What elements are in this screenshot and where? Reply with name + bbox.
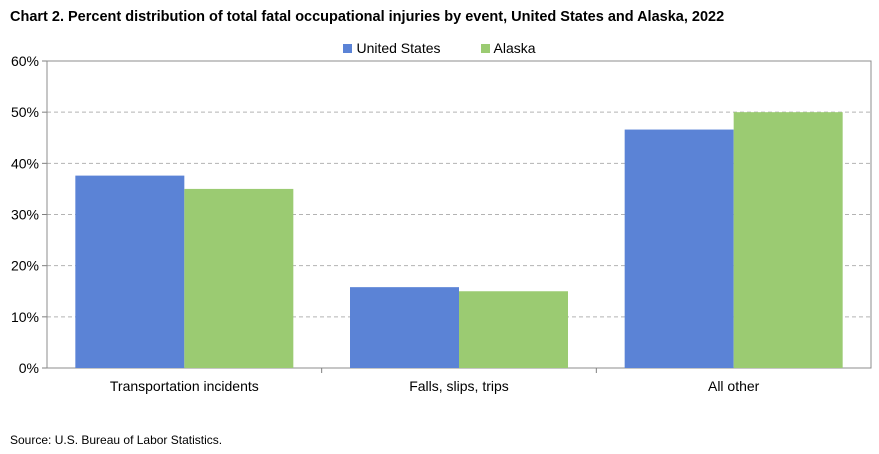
y-tick-label: 60% — [11, 53, 39, 69]
legend-item-alaska: Alaska — [480, 40, 536, 56]
y-tick-label: 30% — [11, 207, 39, 223]
legend-swatch-alaska — [480, 43, 490, 53]
bar-alaska — [733, 112, 843, 369]
bar-alaska — [459, 291, 568, 368]
source-note: Source: U.S. Bureau of Labor Statistics. — [10, 433, 223, 447]
x-tick-label: Transportation incidents — [110, 378, 259, 394]
bar-alaska — [184, 188, 294, 368]
bar-united-states — [75, 175, 185, 368]
legend-swatch-united-states — [343, 43, 353, 53]
legend-item-united-states: United States — [343, 40, 441, 56]
y-tick-label: 40% — [11, 155, 39, 171]
legend-label-alaska: Alaska — [493, 40, 536, 56]
legend: United States Alaska — [0, 40, 879, 56]
y-tick-label: 10% — [11, 309, 39, 325]
x-tick-label: Falls, slips, trips — [409, 378, 509, 394]
y-tick-label: 0% — [19, 360, 39, 376]
legend-label-united-states: United States — [356, 40, 441, 56]
y-tick-label: 50% — [11, 104, 39, 120]
bar-united-states — [624, 129, 734, 368]
bar-united-states — [350, 287, 459, 368]
x-tick-label: All other — [708, 378, 760, 394]
chart-title: Chart 2. Percent distribution of total f… — [10, 9, 725, 25]
y-tick-label: 20% — [11, 258, 39, 274]
